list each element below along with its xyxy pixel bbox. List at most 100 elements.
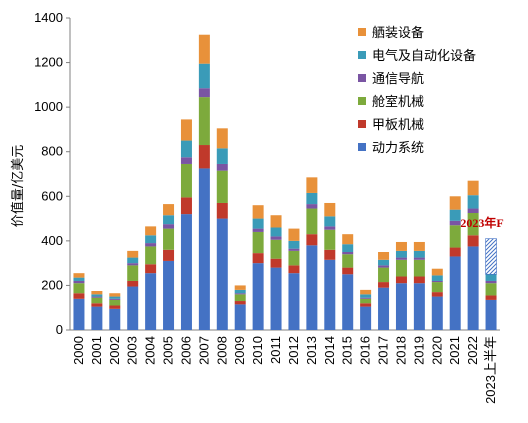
bar-segment: [288, 240, 300, 249]
bar-segment: [413, 250, 425, 258]
bar-segment: [234, 293, 246, 295]
bar-segment: [127, 280, 139, 287]
bar-segment: [378, 287, 390, 330]
x-tick-label: 2015: [340, 336, 355, 365]
bar-segment: [234, 304, 246, 330]
bar-segment: [324, 226, 336, 230]
bar-segment: [270, 236, 282, 240]
bar-segment: [234, 285, 246, 290]
bar-segment: [270, 258, 282, 268]
bar-segment: [342, 252, 354, 255]
bar-segment: [216, 218, 228, 330]
bar-segment: [163, 249, 175, 261]
bar-segment: [378, 259, 390, 266]
legend-swatch: [358, 97, 366, 105]
bar-segment: [73, 280, 85, 284]
bar-segment: [467, 180, 479, 196]
y-tick-label: 0: [56, 322, 63, 337]
legend-label: 通信导航: [372, 71, 424, 87]
bar-segment: [198, 63, 210, 89]
bar-segment: [431, 275, 443, 281]
legend-swatch: [358, 51, 366, 59]
bar-segment: [73, 277, 85, 281]
bar-segment: [485, 295, 497, 300]
bar-segment: [395, 259, 407, 277]
bar-segment: [180, 157, 192, 164]
x-tick-label: 2020: [429, 336, 444, 365]
bar-segment: [467, 246, 479, 330]
bar-segment: [180, 163, 192, 198]
bar-segment: [413, 259, 425, 277]
bar-segment: [288, 248, 300, 251]
bar-segment: [216, 163, 228, 171]
bar-segment: [198, 145, 210, 169]
legend-swatch: [358, 28, 366, 36]
bar-segment: [342, 254, 354, 268]
y-tick-label: 1000: [34, 99, 63, 114]
bar-segment: [360, 297, 372, 299]
legend-label: 甲板机械: [372, 118, 424, 133]
bar-segment: [198, 34, 210, 64]
x-tick-label: 2007: [196, 336, 211, 365]
bar-segment: [91, 296, 103, 298]
y-tick-label: 400: [41, 233, 63, 248]
bar-segment: [431, 282, 443, 293]
x-tick-label: 2021: [447, 336, 462, 365]
bar-segment: [180, 197, 192, 215]
bar-segment: [91, 306, 103, 330]
bar-segment: [288, 250, 300, 266]
bar-segment: [413, 241, 425, 251]
bar-segment: [73, 293, 85, 299]
bar-segment: [288, 265, 300, 274]
bar-segment: [342, 274, 354, 330]
bar-segment: [378, 252, 390, 260]
bar-segment: [252, 253, 264, 264]
bar-segment: [216, 128, 228, 149]
bar-segment: [109, 308, 121, 330]
bar-segment: [342, 244, 354, 252]
bar-segment: [252, 205, 264, 219]
x-tick-label: 2022: [465, 336, 480, 365]
bar-segment: [234, 294, 246, 302]
y-tick-label: 200: [41, 277, 63, 292]
x-tick-label: 2000: [71, 336, 86, 365]
bar-segment: [145, 264, 157, 274]
bar-segment: [109, 296, 121, 299]
bar-segment: [413, 276, 425, 284]
legend-label: 电气及自动化设备: [372, 48, 476, 64]
legend-label: 动力系统: [372, 141, 424, 156]
bar-segment: [180, 140, 192, 158]
y-tick-label: 1400: [34, 10, 63, 25]
bar-segment: [431, 280, 443, 283]
projection-annotation: 2023年F: [460, 215, 503, 230]
bar-segment: [395, 276, 407, 284]
bar-segment: [73, 273, 85, 278]
legend-swatch: [358, 74, 366, 82]
bar-segment: [413, 257, 425, 260]
y-axis-title: 价值量/亿美元: [10, 145, 26, 227]
bar-segment: [449, 196, 461, 210]
bar-segment: [342, 234, 354, 245]
bar-segment: [485, 299, 497, 330]
bar-segment: [360, 306, 372, 330]
bar-segment: [431, 292, 443, 297]
bar-segment: [395, 241, 407, 251]
bar-segment: [378, 265, 390, 268]
bar-segment: [163, 204, 175, 216]
bar-segment: [378, 282, 390, 288]
bar-segment: [306, 245, 318, 330]
x-tick-label: 2011: [268, 336, 283, 364]
x-tick-label: 2004: [143, 336, 158, 365]
bar-segment: [216, 202, 228, 219]
bar-segment: [127, 263, 139, 266]
bar-segment: [378, 267, 390, 283]
bar-segment: [342, 267, 354, 275]
bar-segment: [252, 231, 264, 254]
bar-segment: [306, 208, 318, 235]
x-tick-label: 2005: [161, 336, 176, 365]
bar-segment: [288, 273, 300, 330]
bar-segment: [449, 225, 461, 248]
bar-segment: [145, 226, 157, 236]
